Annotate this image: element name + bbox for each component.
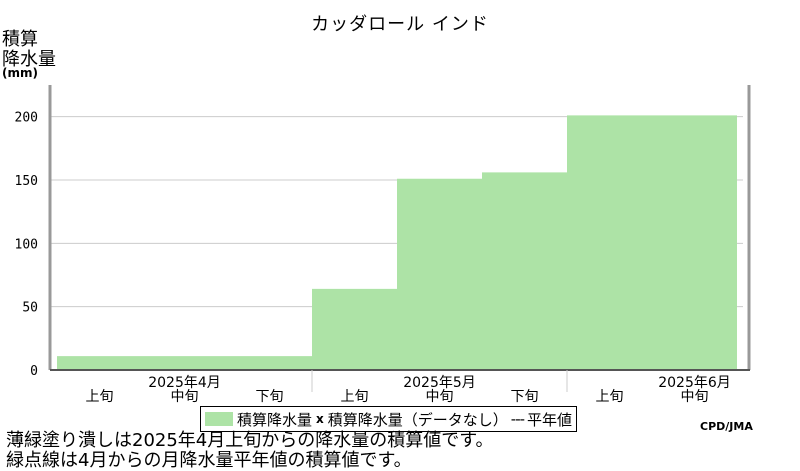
footnote-fill: 薄緑塗り潰しは2025年4月上旬からの降水量の積算値です。	[6, 430, 494, 451]
y-tick-label-0: 0	[30, 364, 38, 379]
legend-marker-no-data: x	[316, 412, 324, 426]
x-tick-label-2: 下旬	[256, 389, 284, 405]
x-tick-label-0: 上旬	[86, 389, 114, 405]
cumulative-precip-area	[57, 115, 737, 371]
x-tick-label-7: 中旬	[681, 389, 709, 405]
y-tick-label-150: 150	[15, 174, 38, 189]
y-axis-label-line1: 積算	[2, 29, 38, 50]
x-tick-label-4: 中旬	[426, 389, 454, 405]
y-axis-unit: (mm)	[2, 66, 38, 80]
legend: 積算降水量 x 積算降水量（データなし） --- 平年値	[200, 406, 578, 432]
legend-dash-normal: ---	[510, 410, 525, 428]
x-month-label-1: 2025年5月	[403, 375, 476, 391]
y-axis-label-line2: 降水量	[2, 49, 56, 70]
legend-label-cumulative: 積算降水量	[237, 410, 313, 429]
x-tick-label-5: 下旬	[511, 389, 539, 405]
x-tick-label-3: 上旬	[341, 389, 369, 405]
y-tick-label-50: 50	[22, 301, 38, 316]
x-tick-label-1: 中旬	[171, 389, 199, 405]
legend-swatch-cumulative	[205, 412, 233, 426]
footnote-normal-line: 緑点線は4月からの月降水量平年値の積算値です。	[6, 450, 412, 471]
y-axis-label: 積算 降水量	[2, 30, 56, 70]
x-tick-label-6: 上旬	[596, 389, 624, 405]
x-month-label-0: 2025年4月	[148, 375, 221, 391]
credit-text: CPD/JMA	[700, 420, 753, 433]
chart-title: カッダロール インド	[311, 14, 489, 35]
legend-label-no-data: 積算降水量（データなし）	[327, 410, 508, 429]
y-tick-label-200: 200	[15, 111, 38, 126]
x-month-label-2: 2025年6月	[658, 375, 731, 391]
legend-label-normal: 平年値	[527, 410, 573, 429]
y-tick-label-100: 100	[15, 237, 38, 252]
